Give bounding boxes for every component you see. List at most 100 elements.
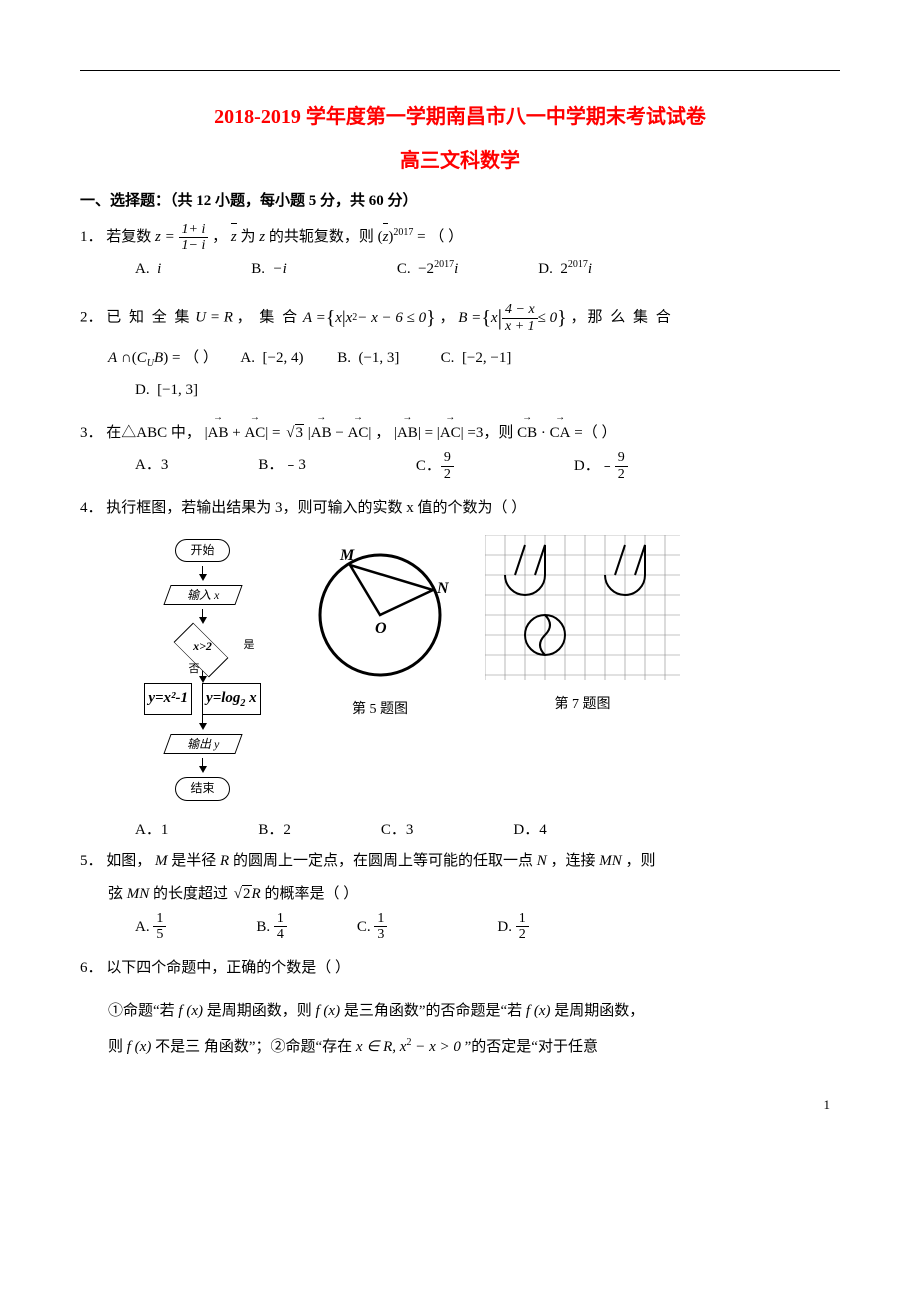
q6-statement-2: 则 f (x) 不是三 角函数”；②命题“存在 x ∈ R, x2 − x > … xyxy=(80,1029,840,1065)
vec-ac: AC xyxy=(244,415,265,450)
flow-arrow-4 xyxy=(202,715,204,723)
q1-opt-d: D. 22017i xyxy=(538,254,592,284)
rbrace-icon: } xyxy=(426,296,436,340)
q4-opt-c-label: C． xyxy=(381,822,406,838)
arrow-down-icon xyxy=(199,574,207,581)
q1-opt-d-prefix: 2 xyxy=(560,261,568,277)
circle-figure: M N O 第 5 题图 xyxy=(305,535,455,721)
q5-a-den: 5 xyxy=(153,927,166,942)
q3-text-a: 在△ABC 中， xyxy=(106,425,201,441)
vec-cb-txt: CB xyxy=(517,425,537,441)
vec-ca-txt: CA xyxy=(550,425,571,441)
q1-opt-a-val: i xyxy=(157,261,161,277)
q2-A-sym: A xyxy=(108,350,117,366)
circle-label-o: O xyxy=(375,620,387,637)
flowchart-input: 输入 x xyxy=(163,585,242,605)
q6-text: 以下四个命题中，正确的个数是（ ） xyxy=(106,960,350,976)
q5-text-b: 是半径 xyxy=(171,853,216,869)
q6-s1h: ”的否定是“对于任意 xyxy=(465,1039,598,1055)
q1-text-a: 若复数 xyxy=(106,229,151,245)
q1-zbar: z xyxy=(231,221,237,254)
question-3: 3． 在△ABC 中， |AB + AC| = 3 |AB − AC| ， |A… xyxy=(80,415,840,482)
q1-zbar2-inner: z xyxy=(383,229,389,245)
q1-fraction: 1+ i 1− i xyxy=(179,222,209,254)
vec-ca: CA xyxy=(550,415,571,450)
q5-text-a: 如图， xyxy=(106,853,151,869)
vec-ab2: AB xyxy=(311,415,332,450)
rbrace-icon-2: } xyxy=(557,296,567,340)
q2-A-lhs: A = xyxy=(303,302,326,335)
q1-opt-a: A. i xyxy=(135,254,161,284)
q3-opt-d-prefix: ﹣ xyxy=(600,451,615,481)
q1-opt-c-prefix: −2 xyxy=(418,261,434,277)
flowchart-decision-text: x>2 xyxy=(193,639,212,653)
q6-s1b: 是周期函数，则 xyxy=(207,1003,312,1019)
q3-opt-d-num: 9 xyxy=(615,450,628,466)
q3-plus: + xyxy=(232,425,240,441)
lbrace-icon: { xyxy=(326,296,336,340)
q6-s1c: 是三角函数”的否命题是“若 xyxy=(344,1003,522,1019)
lbrace-icon-2: { xyxy=(481,296,491,340)
q2-text-a: 已 知 全 集 xyxy=(106,310,191,326)
q5-line2-R: R xyxy=(252,886,261,902)
arrow-down-icon-3 xyxy=(199,676,207,683)
q6-s1e: 则 xyxy=(108,1039,123,1055)
q3-options: A．3 B．﹣3 C．92 D．﹣92 xyxy=(80,450,840,482)
q2-opt-a: A. [−2, 4) xyxy=(240,350,303,366)
q3-eq1: = xyxy=(272,425,280,441)
q2-text-d: ，那 么 集 合 xyxy=(571,310,673,326)
q3-eq3: =3，则 xyxy=(467,425,513,441)
q1-eq-paren: = （ ） xyxy=(417,229,463,245)
arrow-down-icon-2 xyxy=(199,617,207,624)
q2-A-cond-x: x xyxy=(346,302,353,335)
q1-opt-d-suffix: i xyxy=(588,261,592,277)
caption-5: 第 5 题图 xyxy=(305,699,455,721)
sqrt3: 3 xyxy=(284,417,304,450)
q2-number: 2． xyxy=(80,310,103,326)
q5-text-d: ，连接 xyxy=(551,853,596,869)
q2-B-var: x xyxy=(491,302,498,335)
fc-br-suffix: x xyxy=(245,690,256,706)
q1-frac-den: 1− i xyxy=(182,238,206,253)
q5-opt-a-label: A. xyxy=(135,912,150,942)
header-rule xyxy=(80,70,840,71)
q1-opt-b-val: −i xyxy=(273,261,287,277)
q3-opt-c-num: 9 xyxy=(441,450,454,466)
flowchart-branch-left: y=x²-1 xyxy=(144,683,192,715)
flowchart-decision: x>2 是 否 xyxy=(171,632,235,660)
q5-c-num: 1 xyxy=(374,911,387,927)
q5-M: M xyxy=(155,853,168,869)
q1-z: z xyxy=(259,229,265,245)
flowchart-branches: y=x²-1 y=log2 x xyxy=(130,683,275,715)
q5-line2: 弦 MN 的长度超过 2R 的概率是（ ） xyxy=(80,878,840,911)
q3-eq2: = xyxy=(425,425,433,441)
q5-opt-b: B. 14 xyxy=(256,911,287,943)
q2-U: U = R xyxy=(195,310,233,326)
q3-opt-c-label: C． xyxy=(416,451,441,481)
q3-paren: =（ ） xyxy=(574,425,616,441)
flowchart-branch-right: y=log2 x xyxy=(202,683,261,715)
vec-ab3-txt: AB xyxy=(397,425,418,441)
flowchart-end: 结束 xyxy=(175,777,230,800)
q2-eq-paren: = （ ） xyxy=(172,350,218,366)
q4-opt-b-label: B． xyxy=(258,822,283,838)
vec-ac2: AC xyxy=(348,415,369,450)
q2-opt-b: B. (−1, 3] xyxy=(337,350,399,366)
q3-opt-b-val: ﹣3 xyxy=(283,457,306,473)
q5-a-num: 1 xyxy=(153,911,166,927)
vec-ac-txt: AC xyxy=(244,425,265,441)
q2-C: C xyxy=(137,350,147,366)
circle-label-m: M xyxy=(339,547,355,564)
flowchart-no: 否 xyxy=(189,661,200,679)
q4-number: 4． xyxy=(80,500,103,516)
vec-ac3-txt: AC xyxy=(440,425,461,441)
q2-B-lhs: B = xyxy=(458,302,481,335)
q1-power: 2017 xyxy=(393,227,413,238)
q5-b-den: 4 xyxy=(274,927,287,942)
section-1-heading: 一、选择题：（共 12 小题，每小题 5 分，共 60 分） xyxy=(80,189,840,213)
q5-R: R xyxy=(220,853,229,869)
q1-opt-d-pow: 2017 xyxy=(568,259,588,270)
grid-figure: 第 7 题图 xyxy=(485,535,680,716)
question-2: 2． 已 知 全 集 U = R ， 集 合 A = { x | x2 − x … xyxy=(80,294,840,405)
vec-ac3: AC xyxy=(440,415,461,450)
